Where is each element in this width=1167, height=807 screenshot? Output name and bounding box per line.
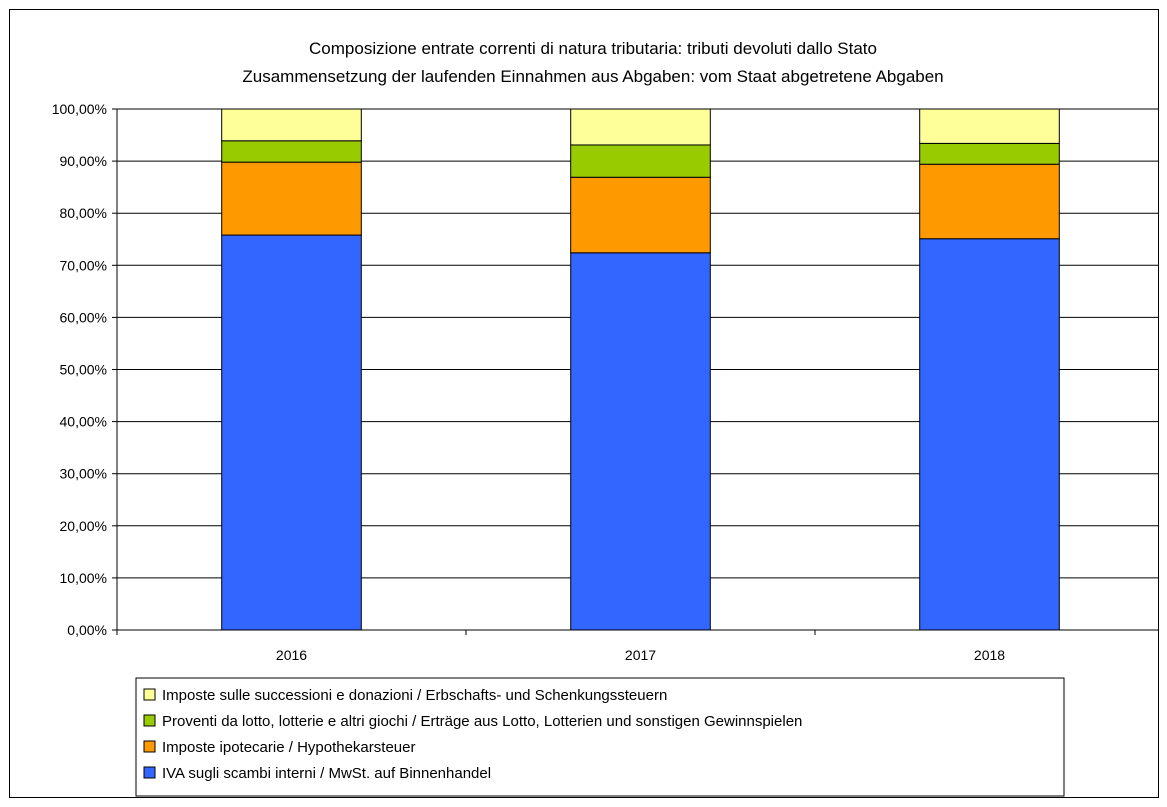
y-tick-label: 20,00% <box>60 518 107 534</box>
chart-title-line-2: Zusammensetzung der laufenden Einnahmen … <box>242 67 943 86</box>
y-tick-label: 60,00% <box>60 309 107 325</box>
y-tick-label: 10,00% <box>60 570 107 586</box>
bar-segment-2017-series-0 <box>570 252 711 631</box>
bar-segment-2016-series-0 <box>221 234 362 631</box>
x-tick-label: 2018 <box>974 647 1005 663</box>
bar-segment-2018-series-1 <box>919 163 1060 240</box>
y-tick-label: 50,00% <box>60 362 107 378</box>
legend: Imposte sulle successioni e donazioni / … <box>135 677 1065 797</box>
bar-segment-2016-series-2 <box>221 140 362 163</box>
bar-segment-2016-series-3 <box>221 108 362 142</box>
y-tick-label: 80,00% <box>60 205 107 221</box>
y-tick-label: 90,00% <box>60 153 107 169</box>
y-tick-label: 0,00% <box>67 622 107 638</box>
x-axis-tick-labels: 2016 2017 2018 <box>276 647 1005 663</box>
bar-segment-2018-series-3 <box>919 108 1060 144</box>
legend-label: Imposte ipotecarie / Hypothekarsteuer <box>162 739 415 756</box>
bar-segment-2017-series-1 <box>570 176 711 254</box>
chart-title: Composizione entrate correnti di natura … <box>242 39 943 86</box>
y-tick-label: 100,00% <box>52 101 107 117</box>
bar-segment-2018-series-0 <box>919 238 1060 631</box>
y-tick-label: 70,00% <box>60 257 107 273</box>
legend-swatch <box>143 766 156 779</box>
x-tick-label: 2017 <box>625 647 656 663</box>
y-tick-label: 30,00% <box>60 466 107 482</box>
chart-title-line-1: Composizione entrate correnti di natura … <box>309 39 877 58</box>
legend-box <box>135 677 1065 797</box>
chart-frame: Composizione entrate correnti di natura … <box>9 9 1165 798</box>
y-tick-label: 40,00% <box>60 414 107 430</box>
legend-label: IVA sugli scambi interni / MwSt. auf Bin… <box>162 765 491 782</box>
legend-swatch <box>143 688 156 701</box>
stacked-bar-chart: Composizione entrate correnti di natura … <box>52 39 1165 797</box>
bar-segment-2017-series-2 <box>570 144 711 178</box>
legend-swatch <box>143 714 156 727</box>
bar-segment-2018-series-2 <box>919 142 1060 165</box>
bar-segment-2016-series-1 <box>221 161 362 236</box>
y-axis-tick-labels: 0,00% 10,00% 20,00% 30,00% 40,00% 50,00% 60,00… <box>52 101 107 638</box>
legend-label: Imposte sulle successioni e donazioni / … <box>162 687 667 704</box>
bar-segment-2017-series-3 <box>570 108 711 146</box>
legend-swatch <box>143 740 156 753</box>
legend-label: Proventi da lotto, lotterie e altri gioc… <box>162 713 802 730</box>
x-tick-label: 2016 <box>276 647 307 663</box>
bars <box>221 108 1060 631</box>
